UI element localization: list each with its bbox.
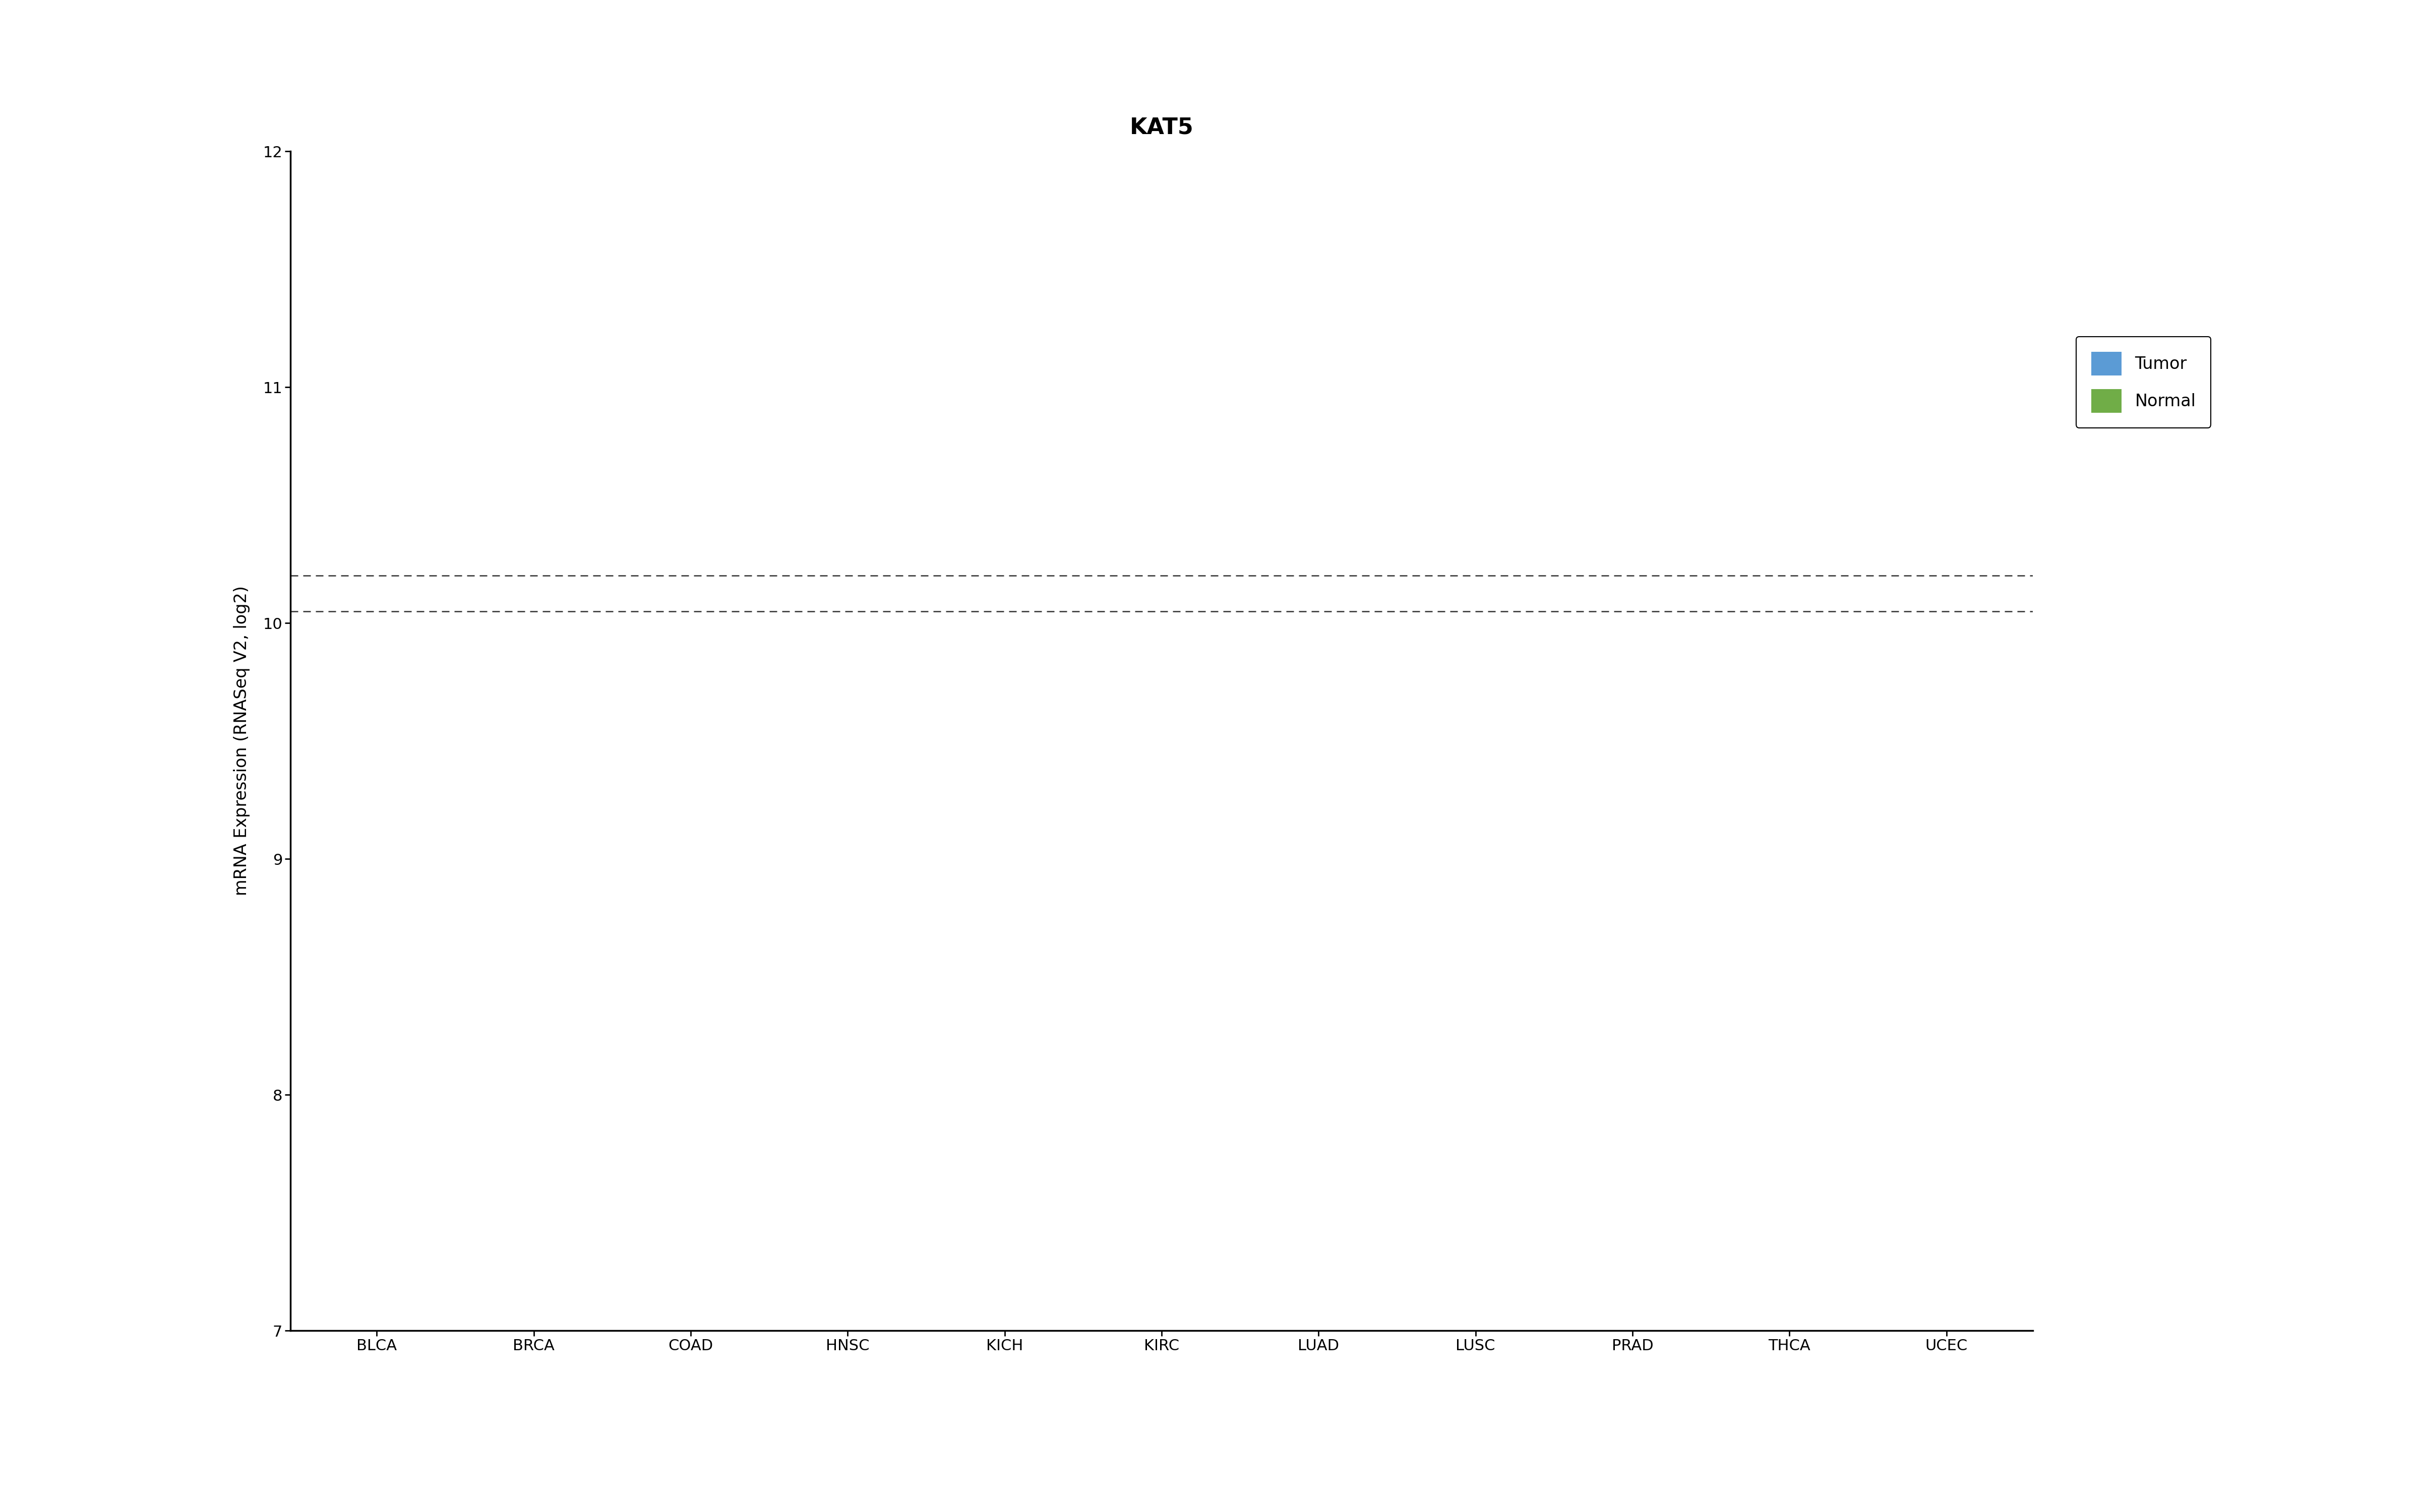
- Title: KAT5: KAT5: [1130, 116, 1193, 138]
- Legend: Tumor, Normal: Tumor, Normal: [2076, 337, 2212, 428]
- Y-axis label: mRNA Expression (RNASeq V2, log2): mRNA Expression (RNASeq V2, log2): [235, 587, 249, 895]
